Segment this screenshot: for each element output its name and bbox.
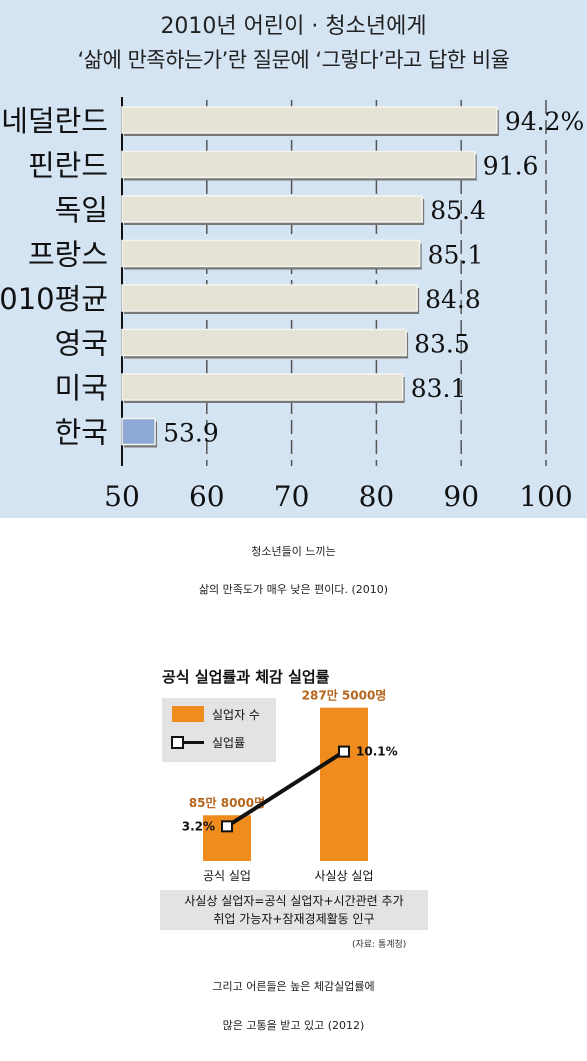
chart2-note: 사실상 실업자=공식 실업자+시간관련 추가 취업 가능자+잠재경제활동 인구 [160, 890, 428, 930]
bar [121, 328, 407, 357]
chart1-caption-line2: 삶의 만족도가 매우 낮은 편이다. (2010) [198, 583, 389, 596]
note-line1: 사실상 실업자=공식 실업자+시간관련 추가 [184, 894, 404, 908]
value-label: 85.4 [430, 196, 486, 225]
bar [121, 373, 404, 401]
legend-line-swatch [172, 741, 204, 744]
legend-line-label: 실업률 [212, 736, 246, 750]
bar [121, 106, 498, 134]
chart1-title-line2: ‘삶에 만족하는가’란 질문에 ‘그렇다’라고 답한 비율 [77, 48, 510, 72]
value-label: 84.8 [425, 285, 481, 314]
category-label: 미국 [55, 371, 108, 405]
chart2-legend: 실업자 수 실업률 [162, 698, 276, 762]
note-line2: 취업 가능자+잠재경제활동 인구 [213, 912, 375, 926]
category-label: 사실상 실업 [314, 869, 373, 883]
category-label: 네덜란드 [1, 104, 108, 138]
category-label: 한국 [55, 416, 108, 450]
value-label: 94.2% [505, 107, 584, 136]
category-label: 핀란드 [28, 149, 108, 183]
rate-line [225, 749, 346, 829]
value-label: 85.1 [428, 241, 484, 270]
rate-label: 10.1% [356, 745, 398, 759]
chart2-caption-line1: 그리고 어른들은 높은 체감실업률에 [212, 980, 375, 993]
chart2-title: 공식 실업률과 체감 실업률 [162, 668, 330, 686]
bar [121, 417, 156, 446]
bar-value-label: 287만 5000명 [302, 688, 387, 703]
x-tick-label: 80 [359, 480, 395, 513]
bar [121, 150, 476, 179]
x-tick-label: 60 [189, 480, 225, 513]
bar [121, 284, 418, 312]
value-label: 83.1 [411, 374, 467, 403]
value-label: 91.6 [483, 152, 539, 181]
rate-marker [338, 745, 350, 758]
rate-label: 3.2% [182, 819, 215, 833]
category-label: 2010평균 [0, 282, 108, 316]
x-tick-label: 90 [443, 480, 479, 513]
chart2-source: (자료: 통계청) [352, 940, 407, 950]
x-tick-label: 50 [104, 480, 140, 513]
bar-value-label: 85만 8000명 [189, 795, 265, 810]
legend-bar-label: 실업자 수 [212, 708, 260, 722]
x-tick-label: 100 [519, 480, 572, 513]
chart2-caption-line2: 많은 고통을 받고 있고 (2012) [222, 1019, 365, 1032]
bar [121, 195, 423, 223]
unemployment-bar [203, 815, 251, 861]
category-label: 독일 [55, 193, 108, 227]
value-label: 83.5 [414, 330, 470, 359]
x-tick-label: 70 [274, 480, 310, 513]
unemployment-bar [320, 707, 368, 861]
category-label: 프랑스 [28, 238, 108, 272]
bar [121, 239, 421, 268]
value-label: 53.9 [163, 419, 219, 448]
legend-bar-swatch [172, 706, 204, 722]
chart1-svg: 네덜란드 94.2% 핀란드 91.6 독일 85.4 프랑스 85.1 2010평균 84.8 영… [0, 97, 584, 513]
category-label: 영국 [55, 327, 108, 361]
chart1-caption-line1: 청소년들이 느끼는 [251, 545, 336, 558]
legend-marker [171, 736, 184, 749]
chart1-title-line1: 2010년 어린이 · 청소년에게 [160, 14, 427, 39]
rate-marker [221, 820, 233, 833]
category-label: 공식 실업 [203, 869, 251, 883]
